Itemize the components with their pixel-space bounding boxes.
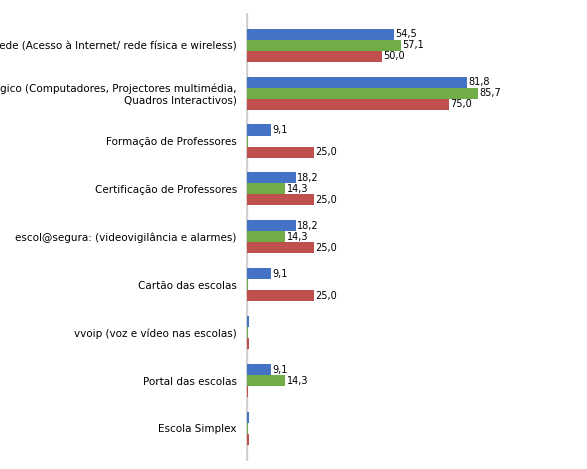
Bar bbox=[247, 88, 478, 98]
Bar bbox=[247, 51, 382, 62]
Bar bbox=[247, 423, 248, 434]
Bar bbox=[247, 76, 467, 88]
Bar bbox=[247, 146, 314, 158]
Text: 81,8: 81,8 bbox=[469, 77, 490, 87]
Bar bbox=[247, 338, 249, 349]
Bar bbox=[247, 40, 401, 51]
Text: 57,1: 57,1 bbox=[402, 40, 424, 50]
Text: 25,0: 25,0 bbox=[315, 243, 337, 253]
Bar bbox=[247, 183, 285, 195]
Bar bbox=[247, 375, 285, 386]
Bar bbox=[247, 364, 271, 375]
Text: 25,0: 25,0 bbox=[315, 291, 337, 301]
Bar bbox=[247, 98, 449, 110]
Bar bbox=[247, 220, 296, 231]
Text: 18,2: 18,2 bbox=[297, 173, 319, 183]
Text: 25,0: 25,0 bbox=[315, 147, 337, 157]
Text: 54,5: 54,5 bbox=[395, 29, 417, 39]
Bar bbox=[247, 316, 249, 327]
Bar bbox=[247, 231, 285, 242]
Bar bbox=[247, 412, 249, 423]
Text: 14,3: 14,3 bbox=[286, 184, 308, 194]
Text: 50,0: 50,0 bbox=[383, 51, 404, 61]
Bar bbox=[247, 29, 394, 40]
Bar bbox=[247, 279, 248, 290]
Bar bbox=[247, 195, 314, 205]
Text: 14,3: 14,3 bbox=[286, 376, 308, 386]
Bar bbox=[247, 136, 248, 146]
Bar bbox=[247, 434, 249, 445]
Bar bbox=[247, 242, 314, 253]
Text: 9,1: 9,1 bbox=[272, 269, 288, 279]
Text: 75,0: 75,0 bbox=[450, 99, 472, 109]
Text: 18,2: 18,2 bbox=[297, 221, 319, 231]
Bar bbox=[247, 386, 248, 397]
Text: 25,0: 25,0 bbox=[315, 195, 337, 205]
Text: 14,3: 14,3 bbox=[286, 232, 308, 242]
Bar bbox=[247, 268, 271, 279]
Bar bbox=[247, 124, 271, 136]
Text: 85,7: 85,7 bbox=[480, 88, 501, 98]
Text: 9,1: 9,1 bbox=[272, 125, 288, 135]
Text: 9,1: 9,1 bbox=[272, 364, 288, 375]
Bar bbox=[247, 327, 248, 338]
Bar bbox=[247, 173, 296, 183]
Bar bbox=[247, 290, 314, 301]
